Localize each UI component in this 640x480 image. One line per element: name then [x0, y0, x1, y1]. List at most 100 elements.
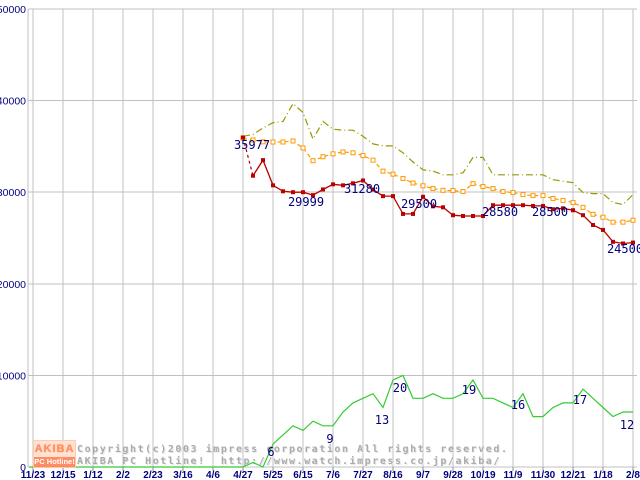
lowest-price-marker — [610, 239, 615, 244]
x-axis-label: 12/21 — [560, 470, 585, 480]
average-price-marker — [620, 219, 626, 225]
x-axis-label: 12/15 — [50, 470, 75, 480]
average-price-marker — [470, 181, 476, 187]
x-axis-label: 2/2 — [116, 470, 130, 480]
site-url-text: AKIBA PC Hotline! http://www.watch.impre… — [77, 456, 501, 467]
value-label: 31280 — [344, 182, 380, 196]
x-axis-label: 4/6 — [206, 470, 220, 480]
lowest-price-marker — [620, 241, 625, 246]
x-axis-label: 2/23 — [143, 470, 163, 480]
logo-pc-hotline-text: PC Hotline! — [34, 457, 75, 467]
lowest-price-marker — [391, 194, 395, 199]
average-price-marker — [380, 168, 386, 174]
value-label: 29500 — [401, 197, 437, 211]
lowest-price-marker — [550, 207, 555, 212]
average-price-marker — [570, 199, 576, 205]
average-price-marker — [520, 192, 526, 198]
value-label: 28580 — [482, 205, 518, 219]
lowest-price-marker — [361, 178, 365, 183]
value-label: 24500 — [607, 242, 640, 256]
lowest-price-marker — [410, 211, 415, 216]
average-price-marker — [320, 154, 326, 160]
x-axis-label: 4/27 — [233, 470, 253, 480]
average-price-marker — [490, 186, 496, 192]
average-price-marker — [350, 150, 356, 156]
x-axis-label: 10/19 — [470, 470, 495, 480]
lowest-price-marker — [301, 190, 305, 195]
lowest-price-marker — [480, 214, 485, 219]
average-price-marker — [560, 197, 566, 203]
lowest-price-marker — [470, 214, 475, 219]
value-label: 35977 — [234, 138, 270, 152]
x-axis-label: 11/30 — [531, 470, 556, 480]
y-axis-label: 30000 — [0, 187, 26, 199]
average-price-marker — [480, 184, 486, 190]
lowest-price-marker — [351, 181, 355, 186]
lowest-price-marker — [560, 206, 565, 211]
average-price-marker — [340, 149, 346, 155]
average-price-marker — [600, 214, 606, 220]
lowest-price-marker — [600, 227, 605, 232]
lowest-price-marker — [261, 158, 265, 163]
lowest-price-marker — [590, 222, 595, 227]
value-label: 19 — [462, 383, 476, 397]
akiba-pc-hotline-logo: AKIBA PC Hotline! — [33, 440, 76, 468]
average-price-marker — [280, 139, 286, 145]
value-label: 13 — [375, 413, 389, 427]
average-price-marker — [270, 139, 276, 145]
average-price-marker — [390, 171, 396, 177]
average-price-marker — [540, 193, 546, 199]
copyright-text: Copyright(c)2003 impress corporation All… — [77, 444, 509, 455]
average-price-marker — [370, 157, 376, 163]
y-axis-label: 0 — [20, 462, 26, 474]
lowest-price-marker — [440, 205, 445, 210]
average-price-marker — [250, 137, 256, 143]
average-price-marker — [330, 151, 336, 157]
lowest-price-marker — [630, 240, 635, 245]
average-price-marker — [590, 211, 596, 217]
value-label: 29999 — [288, 195, 324, 209]
value-label: 9 — [326, 432, 333, 446]
average-price-marker — [360, 153, 366, 159]
x-axis-label: 5/25 — [263, 470, 283, 480]
lowest-price-marker — [341, 183, 345, 188]
lowest-price-marker — [541, 203, 545, 208]
average-price-marker — [410, 180, 416, 186]
lowest-price-marker — [381, 194, 385, 199]
average-price-marker — [440, 187, 446, 193]
average-price-marker — [290, 138, 296, 144]
average-price-marker — [420, 183, 426, 189]
value-label: 6 — [267, 445, 274, 459]
average-price-marker — [400, 175, 406, 181]
average-price-marker — [550, 196, 556, 202]
lowest-price-marker — [570, 208, 575, 213]
average-price-marker — [610, 219, 616, 225]
lowest-price-marker — [460, 214, 465, 219]
lowest-price-marker — [521, 203, 525, 208]
x-axis-label: 8/16 — [383, 470, 403, 480]
average-price-marker — [260, 139, 266, 145]
lowest-price-marker — [321, 187, 325, 192]
x-axis-label: 9/28 — [443, 470, 463, 480]
shop-count-line — [242, 374, 633, 468]
lowest-price-marker — [430, 204, 435, 209]
y-axis-label: 50000 — [0, 4, 26, 16]
lowest-price-marker — [450, 213, 455, 218]
average-price-marker — [460, 189, 466, 195]
average-price-marker — [310, 158, 316, 164]
lowest-price-marker — [580, 213, 585, 218]
x-axis-label: 3/16 — [173, 470, 193, 480]
value-label: 17 — [573, 393, 587, 407]
lowest-price-marker — [510, 203, 515, 208]
average-price-marker — [530, 193, 536, 199]
y-axis-label: 10000 — [0, 370, 26, 382]
average-price-marker — [430, 186, 436, 192]
x-axis-label: 9/7 — [416, 470, 430, 480]
x-axis-label: 1/12 — [83, 470, 103, 480]
lowest-price-marker — [281, 189, 285, 194]
average-price-marker — [630, 217, 636, 223]
logo-akiba-text: AKIBA — [34, 441, 75, 457]
